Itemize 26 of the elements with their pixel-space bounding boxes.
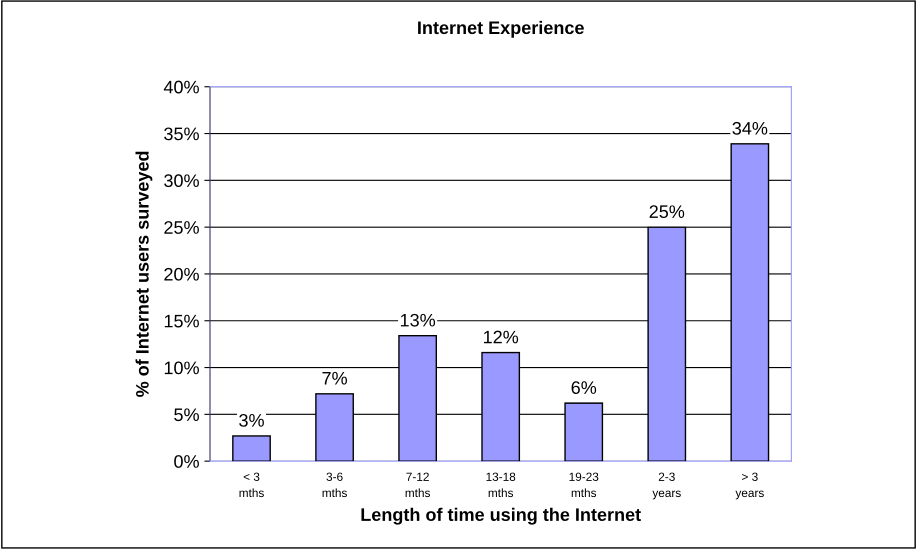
chart-title: Internet Experience	[418, 20, 584, 38]
data-label: 13%	[400, 314, 436, 327]
data-label: 7%	[322, 372, 347, 385]
y-tick-label: 5%	[174, 408, 199, 422]
data-label: 25%	[650, 205, 684, 218]
x-tick-label: < 3 mths	[240, 472, 264, 498]
data-label: 6%	[572, 381, 596, 394]
y-tick-label: 30%	[164, 174, 199, 188]
x-tick-label: 3-6 mths	[322, 472, 347, 498]
x-tick-label: 19-23 mths	[570, 472, 598, 498]
data-label: 3%	[239, 414, 264, 427]
y-tick-label: 10%	[164, 361, 199, 374]
data-label: 34%	[732, 122, 768, 135]
x-tick-label: 13-18 mths	[486, 472, 516, 498]
y-tick-label: 35%	[164, 127, 199, 140]
x-tick-label: 2-3 years	[652, 472, 681, 500]
y-tick-label: 20%	[164, 268, 199, 281]
y-tick-label: 40%	[164, 80, 199, 94]
data-label: 12%	[484, 330, 518, 344]
x-tick-label: > 3 years	[735, 472, 764, 500]
y-tick-label: 0%	[174, 455, 199, 468]
x-tick-label: 7-12 mths	[406, 472, 430, 498]
x-axis-title: Length of time using the Internet	[361, 508, 641, 525]
y-axis-title: % of Internet users surveyed	[136, 152, 152, 397]
y-tick-label: 15%	[164, 314, 199, 328]
y-tick-label: 25%	[164, 221, 199, 234]
